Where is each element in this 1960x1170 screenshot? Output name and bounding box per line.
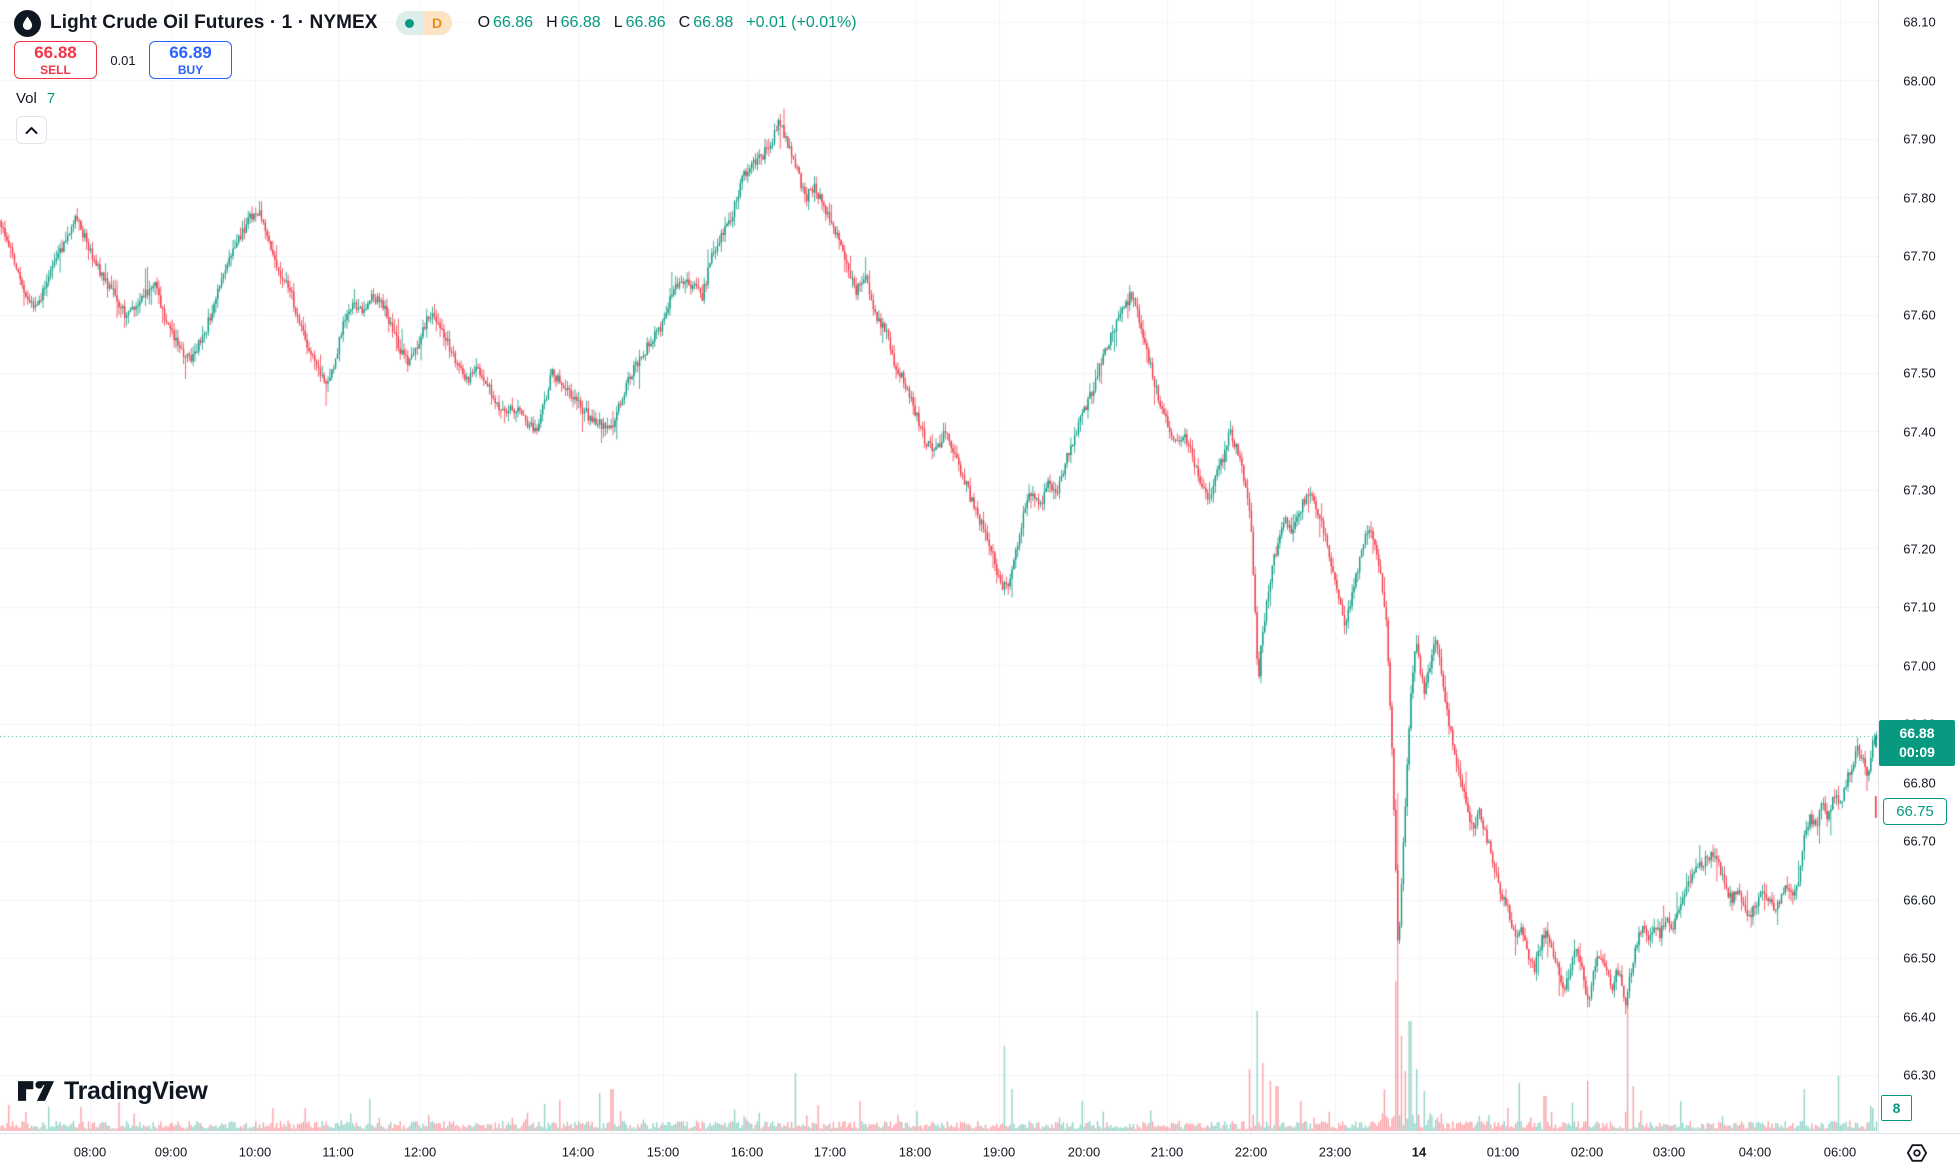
price-axis-label: 66.70: [1903, 833, 1936, 849]
time-axis-label[interactable]: 19:00: [982, 1144, 1016, 1160]
buy-button[interactable]: 66.89 BUY: [149, 41, 232, 79]
ohlc-low-value: 66.86: [625, 14, 666, 31]
price-axis-label: 67.40: [1903, 424, 1936, 439]
ohlc-high-value: 66.88: [560, 14, 601, 31]
interval-status-pill[interactable]: D: [395, 11, 452, 35]
price-axis-label: 67.60: [1903, 307, 1936, 322]
time-axis-label[interactable]: 01:00: [1486, 1144, 1520, 1160]
sell-label: SELL: [40, 62, 71, 77]
time-axis-label[interactable]: 15:00: [646, 1144, 680, 1160]
price-axis-label: 66.30: [1903, 1067, 1936, 1083]
time-axis-label[interactable]: 18:00: [898, 1144, 932, 1160]
price-axis-label: 67.90: [1903, 131, 1936, 147]
time-axis-label[interactable]: 02:00: [1570, 1144, 1604, 1160]
ohlc-close-label: C: [678, 14, 691, 31]
change-value: +0.01 (+0.01%): [746, 14, 857, 31]
price-axis-label: 66.40: [1903, 1009, 1936, 1024]
settings-button[interactable]: [1903, 1139, 1931, 1167]
time-axis-label[interactable]: 11:00: [322, 1144, 354, 1160]
tradingview-logo-text: TradingView: [64, 1076, 208, 1105]
time-axis-label[interactable]: 08:00: [73, 1144, 107, 1160]
price-axis-label: 67.80: [1903, 190, 1936, 205]
sell-price: 66.88: [34, 42, 77, 62]
market-status-dot-icon: [404, 18, 414, 28]
volume-indicator-legend[interactable]: Vol 7: [16, 90, 55, 107]
time-axis-label[interactable]: 21:00: [1150, 1144, 1184, 1160]
chevron-up-icon: [25, 126, 38, 134]
ohlc-readout: O 66.86 H 66.88 L 66.86 C 66.88 +0.01 (+0.01…: [478, 14, 857, 32]
time-axis-label[interactable]: 06:00: [1823, 1144, 1857, 1160]
current-price-label: 66.88 00:09: [1879, 719, 1955, 766]
vol-label: Vol: [16, 90, 37, 107]
price-axis-label: 67.50: [1903, 365, 1936, 381]
settings-hexagon-icon: [1906, 1144, 1928, 1162]
price-axis-label: 66.60: [1903, 892, 1936, 907]
tv-logo-icon: [18, 1081, 54, 1101]
price-axis-label: 67.20: [1903, 541, 1936, 556]
time-axis-label[interactable]: 16:00: [730, 1144, 764, 1160]
collapse-pane-button[interactable]: [16, 116, 47, 144]
time-axis-label[interactable]: 14:00: [561, 1144, 595, 1160]
time-axis[interactable]: 08:00 09:00 10:00 11:00 12:00 14:00 15:00 16:00…: [0, 1133, 1960, 1170]
time-axis-label[interactable]: 03:00: [1652, 1144, 1686, 1160]
price-axis-label: 67.00: [1903, 658, 1936, 673]
buy-price: 66.89: [169, 42, 212, 62]
time-axis-label[interactable]: 10:00: [238, 1144, 272, 1160]
time-axis-label[interactable]: 20:00: [1067, 1144, 1101, 1160]
sell-button[interactable]: 66.88 SELL: [14, 41, 97, 79]
price-axis-label: 66.50: [1903, 950, 1936, 966]
price-axis-label: 68.10: [1903, 14, 1936, 30]
time-axis-label[interactable]: 04:00: [1738, 1144, 1772, 1160]
oil-drop-icon: [14, 9, 41, 37]
ohlc-close-value: 66.88: [693, 14, 734, 31]
price-axis-label: 66.80: [1903, 775, 1936, 790]
price-axis-label: 67.30: [1903, 482, 1936, 498]
price-axis-label: 68.00: [1903, 73, 1936, 88]
ohlc-open-label: O: [477, 14, 491, 31]
price-axis[interactable]: 68.10 68.00 67.90 67.80 67.70 67.60 67.50 67.40…: [1878, 0, 1960, 1133]
time-axis-label[interactable]: 12:00: [403, 1144, 437, 1160]
symbol-title[interactable]: Light Crude Oil Futures · 1 · NYMEX: [50, 12, 378, 33]
price-axis-label: 67.70: [1903, 248, 1936, 264]
ohlc-open-value: 66.86: [493, 14, 534, 31]
ohlc-high-label: H: [546, 14, 558, 31]
current-price-value: 66.88: [1899, 724, 1935, 741]
price-chart-canvas[interactable]: [0, 0, 1878, 1133]
vol-value: 7: [46, 90, 56, 107]
trade-panel: 66.88 SELL 0.01 66.89 BUY: [14, 41, 232, 79]
time-axis-label[interactable]: 09:00: [154, 1144, 188, 1160]
time-axis-label[interactable]: 14: [1411, 1144, 1427, 1160]
volume-value-label: 8: [1881, 1095, 1912, 1121]
buy-label: BUY: [177, 62, 204, 77]
bar-countdown: 00:09: [1899, 743, 1935, 760]
tradingview-logo[interactable]: TradingView: [18, 1076, 208, 1106]
interval-badge: D: [422, 11, 452, 35]
ohlc-low-label: L: [613, 14, 623, 31]
secondary-price-label: 66.75: [1883, 797, 1947, 825]
spread-value: 0.01: [110, 52, 136, 68]
time-axis-label[interactable]: 22:00: [1234, 1144, 1268, 1160]
time-axis-label[interactable]: 23:00: [1318, 1144, 1352, 1160]
time-axis-label[interactable]: 17:00: [813, 1144, 847, 1160]
price-axis-label: 67.10: [1903, 599, 1936, 615]
